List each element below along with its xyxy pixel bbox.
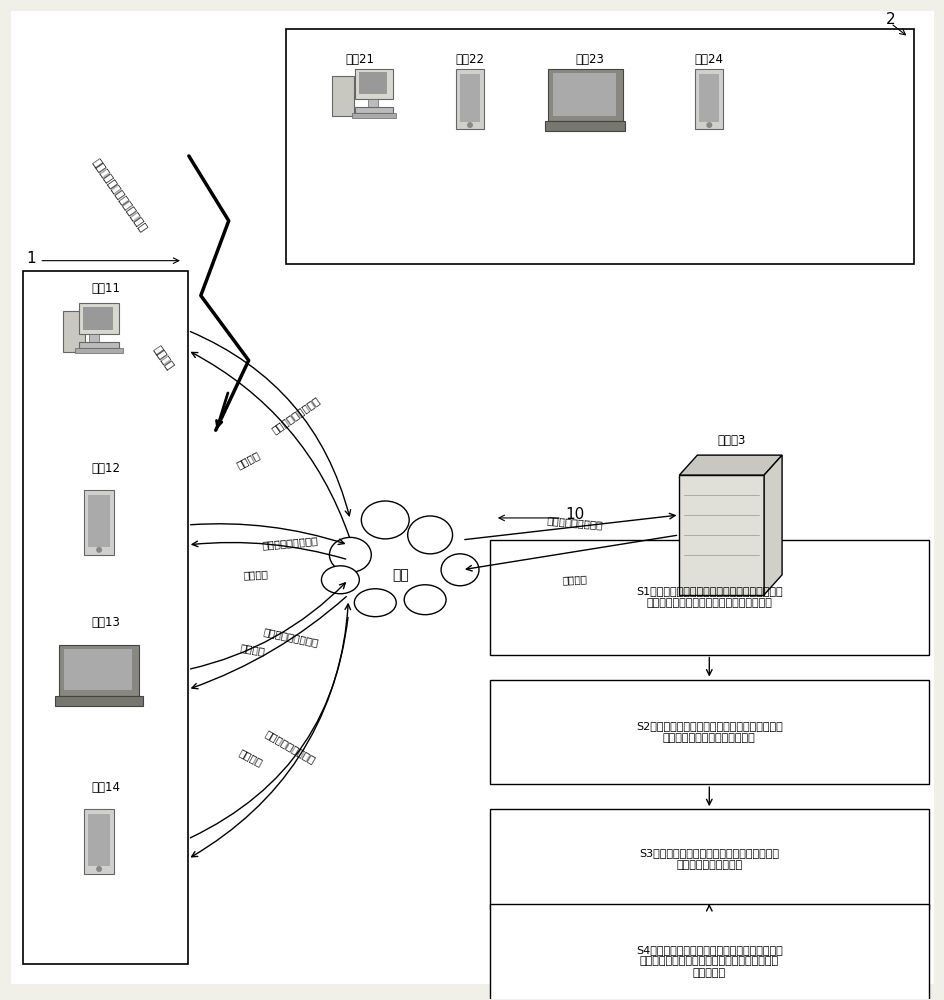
Text: 请求验证；联网信息: 请求验证；联网信息 bbox=[261, 535, 319, 550]
Circle shape bbox=[96, 547, 102, 553]
Text: 请求验证；联网信息: 请求验证；联网信息 bbox=[269, 395, 321, 435]
Bar bbox=[489, 904, 928, 1000]
Bar bbox=[489, 540, 928, 655]
Text: 第一近场通信方式：蓝牙广播: 第一近场通信方式：蓝牙广播 bbox=[90, 158, 147, 234]
Bar bbox=[699, 74, 718, 122]
Text: 终端24: 终端24 bbox=[694, 53, 723, 66]
Ellipse shape bbox=[329, 537, 371, 572]
Text: S1、第一终端自身处于无网络状态，通过蓝牙传
输方式搜索距离第一终端指定范围内的网络: S1、第一终端自身处于无网络状态，通过蓝牙传 输方式搜索距离第一终端指定范围内的… bbox=[635, 586, 782, 608]
Bar bbox=[489, 680, 928, 784]
Text: 终端13: 终端13 bbox=[92, 616, 121, 629]
Text: 终端12: 终端12 bbox=[92, 462, 121, 475]
Bar bbox=[679, 475, 764, 595]
Bar bbox=[79, 303, 119, 334]
Bar bbox=[89, 334, 99, 342]
Text: 联网成功: 联网成功 bbox=[237, 747, 263, 768]
Polygon shape bbox=[764, 455, 782, 595]
Text: 终端21: 终端21 bbox=[346, 53, 375, 66]
Text: 联网成功: 联网成功 bbox=[235, 450, 261, 470]
Text: 1: 1 bbox=[26, 251, 36, 266]
Bar bbox=[552, 73, 615, 116]
Text: 终端14: 终端14 bbox=[92, 781, 121, 794]
Text: 联网成功: 联网成功 bbox=[243, 569, 268, 580]
Text: 验证通过: 验证通过 bbox=[562, 574, 587, 585]
Text: S4、第一终端将联网信息发送到服务器验证通过
后，根据联网信息加入由第二终端分享的第二终
端归属网络: S4、第一终端将联网信息发送到服务器验证通过 后，根据联网信息加入由第二终端分享… bbox=[635, 945, 782, 978]
Circle shape bbox=[466, 122, 473, 128]
Bar bbox=[355, 107, 393, 113]
Text: 网络: 网络 bbox=[392, 568, 408, 582]
Text: 10: 10 bbox=[565, 507, 583, 522]
Bar bbox=[84, 490, 114, 555]
Bar bbox=[368, 99, 378, 107]
Bar bbox=[79, 342, 119, 348]
Bar bbox=[88, 495, 110, 547]
Text: 联网成功: 联网成功 bbox=[239, 642, 265, 657]
Text: 服务器3: 服务器3 bbox=[716, 434, 745, 447]
Bar bbox=[548, 69, 622, 121]
Ellipse shape bbox=[404, 585, 446, 615]
Ellipse shape bbox=[320, 515, 480, 615]
Bar bbox=[59, 645, 139, 696]
Circle shape bbox=[705, 122, 712, 128]
Bar bbox=[83, 307, 113, 330]
Ellipse shape bbox=[407, 516, 452, 554]
Text: 2: 2 bbox=[885, 12, 895, 27]
Bar bbox=[355, 69, 393, 99]
Bar bbox=[88, 814, 110, 866]
Text: S3、第一终端根据广播的信息获取到与第二终
端联网相关的联网信息: S3、第一终端根据广播的信息获取到与第二终 端联网相关的联网信息 bbox=[639, 848, 779, 870]
Bar bbox=[359, 72, 387, 94]
Bar bbox=[84, 809, 114, 874]
Bar bbox=[64, 649, 132, 690]
Polygon shape bbox=[679, 455, 782, 475]
Bar bbox=[352, 113, 396, 118]
Bar bbox=[489, 809, 928, 909]
Bar bbox=[460, 74, 480, 122]
Bar bbox=[24, 271, 188, 964]
Text: 请求验证；联网信息: 请求验证；联网信息 bbox=[261, 627, 319, 648]
Ellipse shape bbox=[361, 501, 409, 539]
Bar bbox=[544, 121, 624, 131]
Bar bbox=[76, 348, 123, 353]
Bar bbox=[285, 29, 913, 264]
Text: 终端22: 终端22 bbox=[455, 53, 484, 66]
Text: 请求验证；联网信息: 请求验证；联网信息 bbox=[263, 729, 317, 766]
Text: 联网信息: 联网信息 bbox=[151, 345, 175, 372]
Ellipse shape bbox=[321, 566, 359, 594]
Ellipse shape bbox=[354, 589, 396, 617]
Bar bbox=[55, 696, 143, 706]
Bar bbox=[332, 76, 354, 116]
Text: 请求验证；联网信息: 请求验证；联网信息 bbox=[546, 516, 602, 530]
Bar bbox=[456, 69, 483, 129]
Ellipse shape bbox=[441, 554, 479, 586]
Circle shape bbox=[96, 866, 102, 872]
Text: 终端11: 终端11 bbox=[92, 282, 121, 295]
Text: 终端23: 终端23 bbox=[575, 53, 603, 66]
Bar bbox=[695, 69, 722, 129]
Text: S2、在指定范围内接收第二终端触发网络分享模
式后以蓝牙传输方式广播的信息: S2、在指定范围内接收第二终端触发网络分享模 式后以蓝牙传输方式广播的信息 bbox=[635, 721, 782, 743]
Bar bbox=[63, 311, 85, 352]
